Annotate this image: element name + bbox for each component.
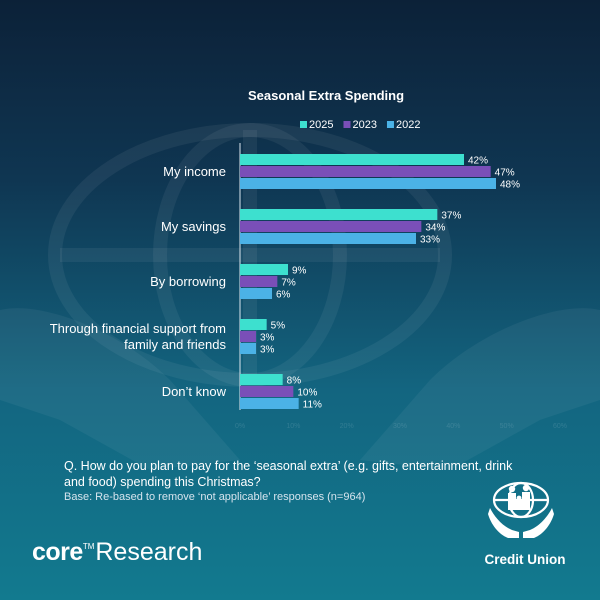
value-label-0-2023: 47% xyxy=(495,168,515,179)
category-label-2: By borrowing xyxy=(150,274,226,289)
core-research-logo: coreTMResearch xyxy=(32,538,202,567)
value-label-3-2025: 5% xyxy=(271,321,286,332)
x-tick-2: 20% xyxy=(340,423,354,430)
bar-4-2025 xyxy=(240,374,283,385)
x-axis-ticks: 0% 10% 20% 30% 40% 50% 60% xyxy=(235,423,567,430)
x-tick-4: 40% xyxy=(446,423,460,430)
value-label-1-2025: 37% xyxy=(441,211,461,222)
legend-label-2: 2022 xyxy=(396,119,420,131)
legend-label-0: 2025 xyxy=(309,119,333,131)
credit-union-hands-globe-icon xyxy=(488,481,554,538)
legend-swatch-0 xyxy=(300,121,307,128)
category-label-3-line-1: family and friends xyxy=(124,337,226,352)
x-tick-6: 60% xyxy=(553,423,567,430)
value-label-2-2022: 6% xyxy=(276,290,291,301)
survey-question: Q. How do you plan to pay for the ‘seaso… xyxy=(64,459,513,489)
bar-2-2022 xyxy=(240,288,272,299)
bar-3-2025 xyxy=(240,319,267,330)
value-label-0-2025: 42% xyxy=(468,156,488,167)
category-label-0: My income xyxy=(163,164,226,179)
value-label-1-2023: 34% xyxy=(425,223,445,234)
category-label-1: My savings xyxy=(161,219,227,234)
bar-1-2023 xyxy=(240,221,422,232)
chart-title: Seasonal Extra Spending xyxy=(248,88,404,103)
bar-4-2022 xyxy=(240,398,299,409)
value-labels: 42%47%48%37%34%33%9%7%6%5%3%3%8%10%11% xyxy=(260,156,520,411)
value-label-0-2022: 48% xyxy=(500,180,520,191)
brand-research: Research xyxy=(95,538,203,566)
bar-series xyxy=(240,154,496,409)
x-tick-0: 0% xyxy=(235,423,245,430)
brand-trademark: TM xyxy=(82,542,95,551)
bar-0-2023 xyxy=(240,166,491,177)
value-label-3-2023: 3% xyxy=(260,333,275,344)
value-label-4-2023: 10% xyxy=(297,388,317,399)
bar-1-2025 xyxy=(240,209,438,220)
value-label-4-2022: 11% xyxy=(303,400,322,411)
value-label-1-2022: 33% xyxy=(420,235,440,246)
chart-legend: 2025 2023 2022 xyxy=(300,119,420,131)
category-labels: My income My savings By borrowing Through f… xyxy=(50,164,227,399)
legend-label-1: 2023 xyxy=(352,119,376,131)
legend-swatch-2 xyxy=(386,121,394,128)
category-label-3-line-0: Through financial support from xyxy=(50,321,226,336)
bar-0-2022 xyxy=(240,178,496,189)
brand-core: core xyxy=(32,538,83,566)
credit-union-label: Credit Union xyxy=(484,552,566,567)
bar-2-2025 xyxy=(240,264,288,275)
value-label-3-2022: 3% xyxy=(260,345,275,356)
bar-3-2022 xyxy=(240,343,256,354)
bar-3-2023 xyxy=(240,331,256,342)
x-tick-3: 30% xyxy=(393,423,407,430)
bar-1-2022 xyxy=(240,233,416,244)
bar-0-2025 xyxy=(240,154,464,165)
value-label-4-2025: 8% xyxy=(287,376,302,387)
bar-4-2023 xyxy=(240,386,294,397)
value-label-2-2025: 9% xyxy=(292,266,307,277)
bar-2-2023 xyxy=(240,276,278,287)
x-tick-5: 50% xyxy=(500,423,514,430)
x-tick-1: 10% xyxy=(286,423,300,430)
legend-swatch-1 xyxy=(343,121,351,128)
category-label-4: Don’t know xyxy=(162,384,227,399)
value-label-2-2023: 7% xyxy=(281,278,296,289)
base-note: Base: Re-based to remove ‘not applicable… xyxy=(64,491,366,503)
